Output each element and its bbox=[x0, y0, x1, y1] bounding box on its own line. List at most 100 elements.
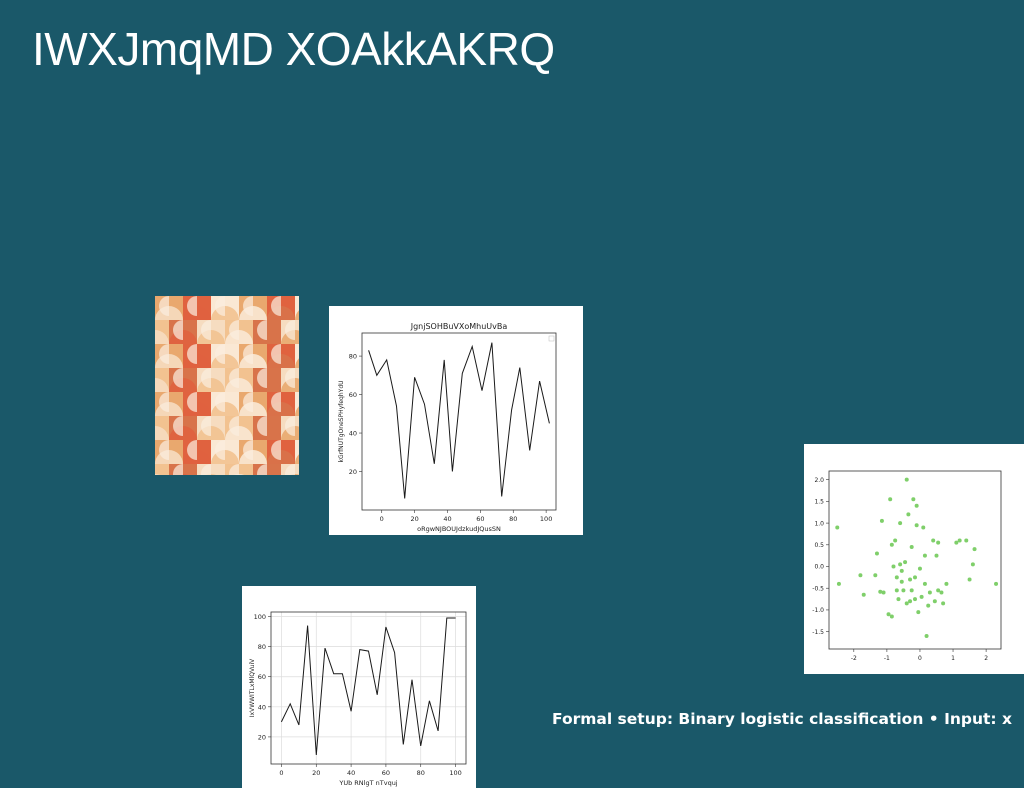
y-tick-label: 60 bbox=[349, 391, 357, 399]
x-axis-label: oRgwNJBOUJdzkudJQusSN bbox=[417, 525, 501, 533]
pattern-tile bbox=[169, 320, 197, 344]
pattern-tile bbox=[155, 440, 183, 464]
pattern-tile bbox=[183, 440, 211, 464]
pattern-tile bbox=[211, 296, 239, 320]
scatter-point bbox=[879, 518, 884, 523]
y-tick-label: 80 bbox=[258, 643, 266, 651]
y-tick-label: 1.5 bbox=[814, 499, 824, 506]
x-tick-label: 40 bbox=[443, 515, 451, 523]
pattern-tile bbox=[239, 296, 267, 320]
scatter-point bbox=[873, 573, 878, 578]
y-tick-label: 1.0 bbox=[814, 520, 824, 527]
plot-frame bbox=[828, 470, 1002, 650]
y-tick-label: 100 bbox=[254, 613, 266, 621]
scatter-point bbox=[936, 588, 941, 593]
pattern-tile bbox=[295, 440, 299, 464]
legend-box bbox=[548, 335, 555, 342]
scatter-point bbox=[861, 592, 866, 597]
scatter-point bbox=[926, 603, 931, 608]
scatter-point bbox=[994, 581, 999, 586]
pattern-tile bbox=[253, 416, 281, 440]
scatter-point bbox=[894, 575, 899, 580]
scatter-point bbox=[919, 594, 924, 599]
x-tick-label: -1 bbox=[884, 655, 890, 662]
scatter-point bbox=[894, 588, 899, 593]
slide-title: IWXJmqMD XOAkkAKRQ bbox=[32, 23, 555, 75]
pattern-tile bbox=[169, 416, 197, 440]
pattern-tile bbox=[169, 368, 197, 392]
y-tick-label: -0.5 bbox=[812, 585, 824, 592]
pattern-tile bbox=[253, 320, 281, 344]
scatter-point bbox=[906, 512, 911, 517]
pattern-tile bbox=[211, 344, 239, 368]
x-tick-label: 20 bbox=[410, 515, 418, 523]
pattern-tile bbox=[253, 368, 281, 392]
y-tick-label: 80 bbox=[349, 353, 357, 361]
x-tick-label: 0 bbox=[279, 769, 283, 777]
scatter-point bbox=[922, 553, 927, 558]
scatter-point bbox=[909, 588, 914, 593]
y-tick-label: 40 bbox=[258, 703, 266, 711]
x-tick-label: 80 bbox=[509, 515, 517, 523]
pattern-tile bbox=[183, 392, 211, 416]
pattern-tile bbox=[155, 464, 169, 475]
slide-caption: Formal setup: Binary logistic classifica… bbox=[551, 710, 1012, 728]
scatter-point bbox=[967, 577, 972, 582]
x-tick-label: 60 bbox=[476, 515, 484, 523]
y-tick-label: 2.0 bbox=[814, 477, 824, 484]
series-line bbox=[280, 617, 456, 756]
plot-frame bbox=[270, 611, 467, 765]
y-tick-label: 20 bbox=[349, 468, 357, 476]
x-axis-label: YUb RNlgT nTvquj bbox=[338, 779, 397, 787]
pattern-tile bbox=[197, 320, 225, 344]
y-tick-label: 0.5 bbox=[814, 542, 824, 549]
scatter-point bbox=[904, 477, 909, 482]
pattern-tile bbox=[225, 320, 253, 344]
scatter-point bbox=[924, 633, 929, 638]
x-tick-label: 1 bbox=[951, 655, 955, 662]
y-tick-label: -1.5 bbox=[812, 629, 824, 636]
scatter-point bbox=[931, 538, 936, 543]
y-tick-label: 0.0 bbox=[814, 564, 824, 571]
x-tick-label: 40 bbox=[347, 769, 355, 777]
scatter-point bbox=[889, 542, 894, 547]
scatter-point bbox=[909, 544, 914, 549]
scatter-point bbox=[911, 497, 916, 502]
scatter-point bbox=[972, 547, 977, 552]
x-tick-label: 80 bbox=[417, 769, 425, 777]
pattern-tile bbox=[281, 464, 299, 475]
scatter-point bbox=[891, 564, 896, 569]
pattern-tile bbox=[239, 440, 267, 464]
scatter-point bbox=[836, 581, 841, 586]
pattern-tile bbox=[155, 368, 169, 392]
scatter-point bbox=[944, 581, 949, 586]
pattern-tile bbox=[225, 464, 253, 475]
scatter-point bbox=[903, 560, 908, 565]
scatter-point bbox=[898, 521, 903, 526]
scatter-point bbox=[899, 579, 904, 584]
y-tick-label: 20 bbox=[258, 733, 266, 741]
pattern-tile bbox=[281, 368, 299, 392]
pattern-tile bbox=[267, 296, 295, 320]
scatter-point bbox=[908, 577, 913, 582]
pattern-tile bbox=[225, 416, 253, 440]
x-tick-label: 0 bbox=[918, 655, 922, 662]
scatter-point bbox=[881, 590, 886, 595]
x-tick-label: 100 bbox=[449, 769, 461, 777]
scatter-point bbox=[913, 597, 917, 602]
pattern-tile bbox=[169, 464, 197, 475]
scatter-point bbox=[941, 601, 946, 606]
pattern-tile bbox=[197, 416, 225, 440]
pattern-tile bbox=[197, 464, 225, 475]
pattern-tile bbox=[239, 344, 267, 368]
y-tick-label: 60 bbox=[258, 673, 266, 681]
scatter-point bbox=[893, 538, 898, 543]
pattern-tile bbox=[281, 416, 299, 440]
x-tick-label: -2 bbox=[851, 655, 857, 662]
pattern-tile bbox=[155, 392, 183, 416]
line-chart-1: 0 20 40 60 80 100 20 40 60 80 JgnjSOHBuVXoMhuUvBa o… bbox=[338, 322, 557, 533]
scatter-point bbox=[898, 562, 903, 567]
scatter-point bbox=[888, 497, 893, 502]
chart-title: JgnjSOHBuVXoMhuUvBa bbox=[410, 322, 508, 331]
scatter-point bbox=[899, 568, 904, 573]
